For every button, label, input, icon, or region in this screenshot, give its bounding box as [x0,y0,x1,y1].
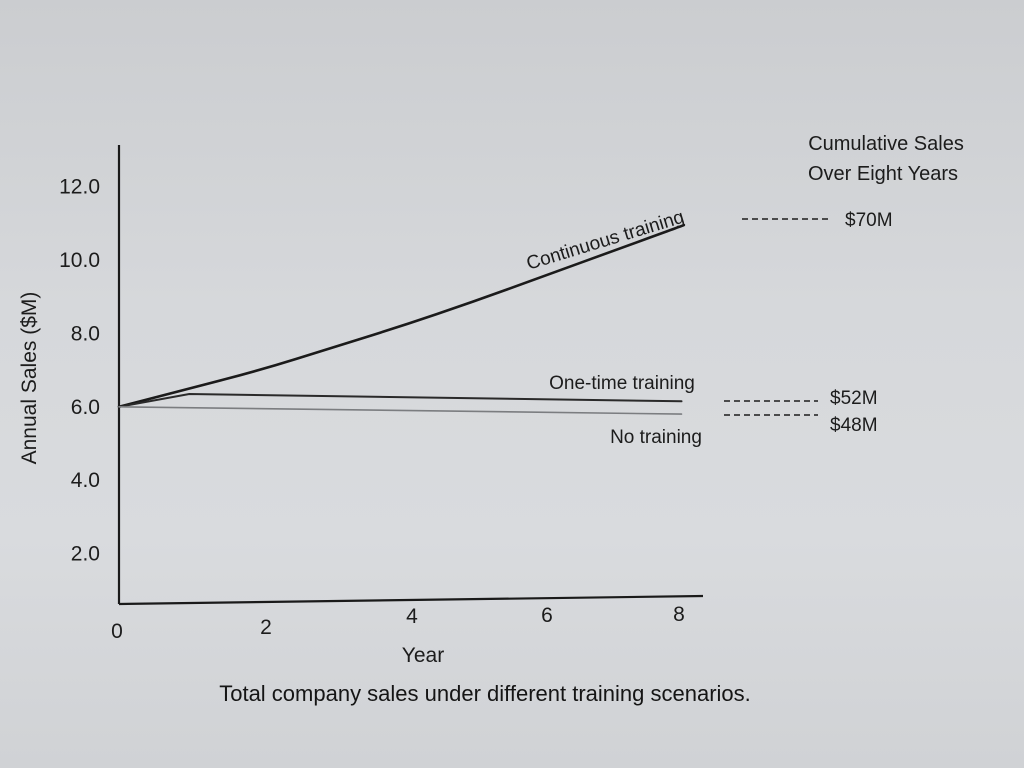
series-label: No training [610,427,702,448]
figure-caption: Total company sales under different trai… [219,681,751,706]
x-tick-label: 8 [673,603,685,626]
series-label: Continuous training [524,207,687,275]
one-time-training-line [118,393,683,408]
x-tick-label: 6 [541,604,553,627]
x-axis [118,594,704,606]
x-tick-label: 0 [111,620,123,643]
cumulative-value: $52M [830,388,878,409]
cumulative-header-line-2: Over Eight Years [808,163,958,185]
x-tick-label: 2 [260,616,272,639]
y-tick-label: 10.0 [59,249,100,272]
continuous-training-line [117,223,686,409]
cumulative-value: $48M [830,415,878,436]
x-tick-label: 4 [406,605,418,628]
cumulative-header-line-1: Cumulative Sales [808,133,964,155]
y-axis-title: Annual Sales ($M) [18,292,41,465]
y-tick-label: 4.0 [71,469,100,492]
y-tick-label: 8.0 [71,322,100,345]
series-label: One-time training [549,373,695,394]
y-tick-label: 2.0 [71,543,100,566]
y-tick-label: 12.0 [59,176,100,199]
cumulative-value: $70M [845,210,893,231]
x-axis-title: Year [402,644,444,667]
y-tick-label: 6.0 [71,396,100,419]
no-training-line [118,406,683,415]
